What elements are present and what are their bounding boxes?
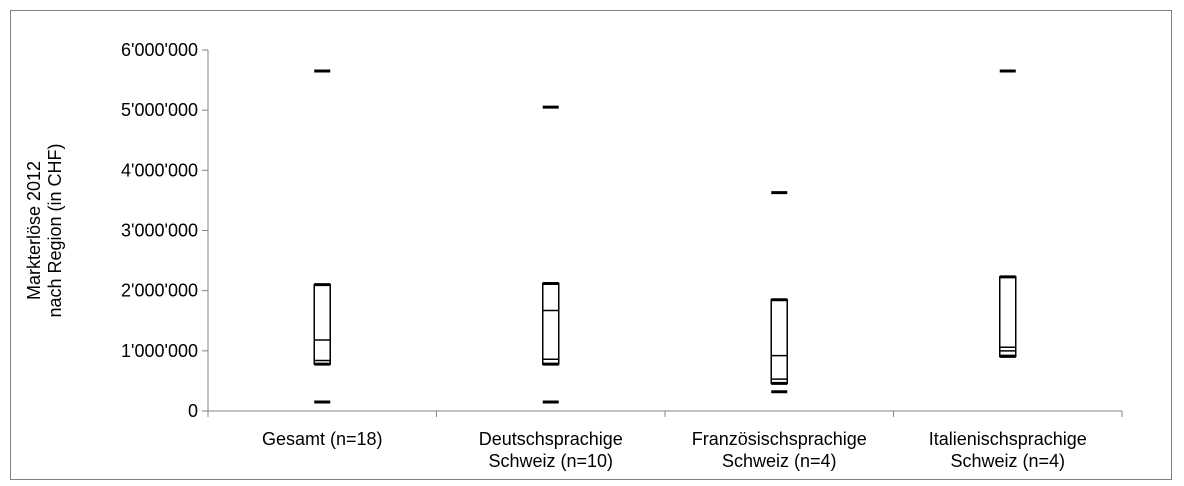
- y-tick-label: 5'000'000: [121, 100, 198, 120]
- y-axis-label-line: Markterlöse 2012: [24, 161, 44, 300]
- x-category-label: Schweiz (n=10): [488, 451, 613, 471]
- box-group: [542, 105, 560, 404]
- y-axis: 0 1'000'000 2'000'000 3'000'000 4'000'000 5'0…: [121, 40, 209, 421]
- box-iqr: [542, 282, 560, 365]
- box-group: [999, 69, 1017, 358]
- y-axis-label-line: nach Region (in CHF): [45, 143, 65, 317]
- x-category-label: Deutschsprachige: [479, 429, 623, 449]
- y-tick-label: 1'000'000: [121, 341, 198, 361]
- box-iqr: [999, 276, 1017, 357]
- x-category-label: Schweiz (n=4): [950, 451, 1065, 471]
- x-category-label: Französischsprachige: [692, 429, 867, 449]
- chart-frame: [10, 10, 1172, 480]
- y-tick-label: 2'000'000: [121, 281, 198, 301]
- x-category-label: Gesamt (n=18): [262, 429, 383, 449]
- y-axis-label: Markterlöse 2012 nach Region (in CHF): [24, 143, 65, 317]
- boxes: [313, 69, 1017, 404]
- box-iqr: [770, 298, 788, 385]
- box-iqr: [313, 283, 331, 365]
- x-category-label: Schweiz (n=4): [722, 451, 837, 471]
- box-group: [770, 191, 788, 394]
- y-tick-label: 3'000'000: [121, 221, 198, 241]
- y-tick-label: 4'000'000: [121, 160, 198, 180]
- y-tick-label: 6'000'000: [121, 40, 198, 60]
- box-group: [313, 69, 331, 404]
- y-tick-label: 0: [188, 401, 198, 421]
- x-category-label: Italienischsprachige: [929, 429, 1087, 449]
